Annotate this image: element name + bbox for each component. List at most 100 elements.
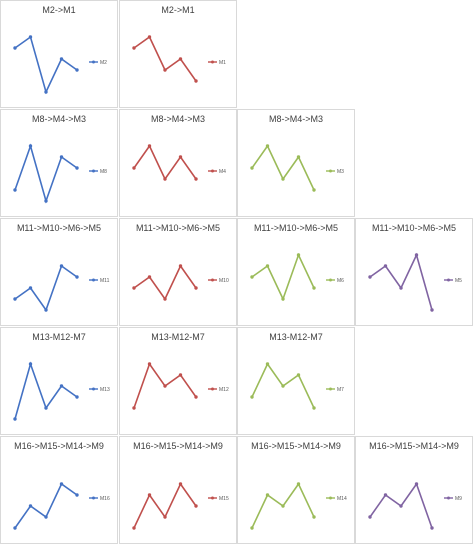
legend-marker (92, 387, 95, 391)
chart-title: M16->M15->M14->M9 (14, 441, 104, 451)
chart-title: M2->M1 (161, 5, 195, 15)
chart-title: M16->M15->M14->M9 (369, 441, 459, 451)
data-point (312, 188, 316, 192)
line-chart: M12 (132, 362, 229, 410)
chart-panel: M13-M12-M7 M7 (237, 327, 355, 435)
line-chart: M1 (132, 35, 226, 83)
data-point (132, 166, 136, 170)
series-line (133, 264, 197, 301)
legend-label: M5 (455, 278, 462, 284)
chart-title: M8->M4->M3 (268, 114, 323, 124)
line-chart: M15 (132, 482, 229, 530)
data-point (147, 275, 152, 279)
data-point (194, 177, 198, 181)
data-point (265, 144, 270, 148)
data-point (59, 264, 64, 268)
legend-marker (211, 169, 214, 173)
data-point (194, 504, 198, 508)
chart-title: M8->M4->M3 (31, 114, 86, 124)
data-point (75, 68, 79, 72)
legend-label: M9 (455, 496, 462, 502)
series-line (14, 143, 78, 204)
series-line (369, 252, 433, 311)
legend-label: M8 (100, 169, 107, 175)
data-point (132, 406, 136, 410)
chart-title: M13-M12-M7 (269, 332, 323, 342)
data-point (132, 526, 136, 530)
data-point (265, 362, 270, 366)
legend-label: M1 (219, 60, 226, 66)
series-line (251, 144, 315, 191)
data-point (147, 35, 152, 39)
chart-title: M11->M10->M6->M5 (135, 223, 221, 233)
chart-panel: M11->M10->M6->M5 M10 (119, 218, 237, 326)
series-line (14, 482, 78, 529)
data-point (75, 275, 79, 279)
series-line (133, 482, 197, 529)
legend-marker (92, 278, 95, 282)
data-point (163, 68, 167, 72)
legend-label: M2 (100, 60, 107, 66)
series-line (14, 35, 78, 95)
line-chart: M6 (250, 252, 344, 302)
data-point (13, 526, 17, 530)
data-point (250, 166, 254, 170)
chart-panel: M2->M1 M1 (119, 0, 237, 108)
legend-marker (92, 60, 95, 64)
legend-label: M12 (219, 387, 229, 393)
data-point (13, 46, 17, 50)
data-point (28, 286, 33, 290)
data-point (59, 482, 64, 486)
data-point (44, 308, 48, 312)
data-point (430, 308, 434, 312)
legend-label: M14 (337, 496, 347, 502)
data-point (44, 90, 48, 94)
data-point (265, 493, 270, 497)
series-line (14, 264, 78, 312)
series-line (14, 361, 78, 420)
data-point (59, 384, 64, 388)
data-point (163, 515, 167, 519)
data-point (178, 373, 183, 377)
legend-marker (211, 278, 214, 282)
data-point (75, 395, 79, 399)
line-chart: M16 (13, 482, 110, 530)
legend-marker (447, 278, 450, 282)
data-point (44, 406, 48, 410)
legend-label: M4 (219, 169, 226, 175)
data-point (132, 286, 136, 290)
data-point (194, 79, 198, 83)
data-point (13, 297, 17, 301)
data-point (296, 155, 301, 159)
data-point (28, 144, 33, 148)
legend-marker (211, 60, 214, 64)
legend-label: M11 (100, 278, 110, 284)
data-point (178, 155, 183, 159)
legend-marker (329, 387, 332, 391)
legend-marker (329, 169, 332, 173)
data-point (147, 362, 152, 366)
legend-marker (211, 387, 214, 391)
data-point (28, 362, 33, 366)
line-chart: M8 (13, 143, 107, 204)
data-point (430, 526, 434, 530)
chart-panel: M8->M4->M3 M3 (237, 109, 355, 217)
series-line (133, 144, 197, 181)
legend-label: M13 (100, 387, 110, 393)
data-point (383, 493, 388, 497)
series-line (133, 35, 197, 82)
legend-label: M10 (219, 278, 229, 284)
chart-title: M8->M4->M3 (150, 114, 205, 124)
chart-panel: M8->M4->M3 M8 (0, 109, 118, 217)
data-point (132, 46, 136, 50)
data-point (13, 417, 17, 421)
chart-panel: M11->M10->M6->M5 M11 (0, 218, 118, 326)
legend-marker (447, 496, 450, 500)
data-point (399, 504, 403, 508)
chart-panel: M13-M12-M7 M13 (0, 327, 118, 435)
data-point (312, 406, 316, 410)
data-point (147, 144, 152, 148)
data-point (28, 504, 33, 508)
series-line (251, 252, 315, 302)
data-point (75, 166, 79, 170)
